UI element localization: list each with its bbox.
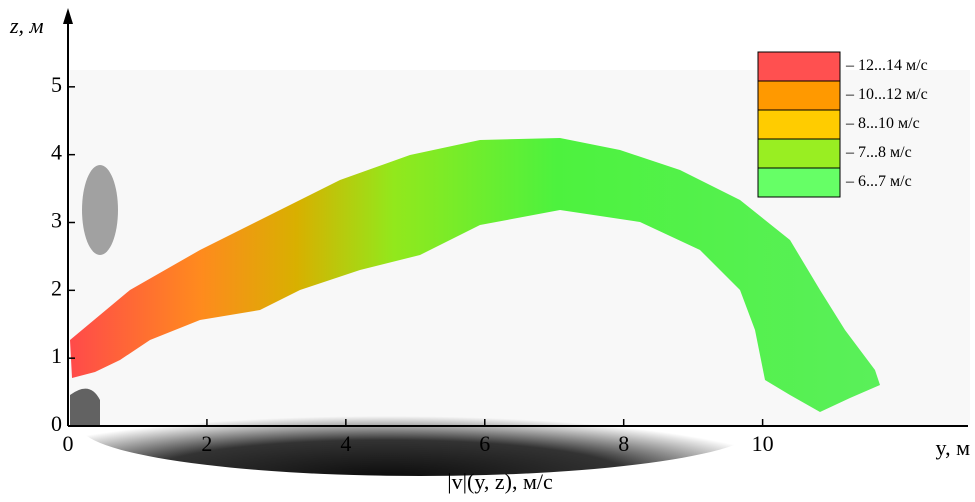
legend-label: – 8...10 м/с — [845, 115, 920, 132]
y-axis-label: z, м — [9, 13, 44, 38]
legend-swatch — [757, 51, 841, 82]
y-tick-label: 4 — [51, 140, 62, 165]
legend-swatch — [757, 167, 841, 198]
legend-label: – 10...12 м/с — [845, 86, 928, 103]
y-tick-label: 5 — [51, 72, 62, 97]
x-tick-label: 6 — [479, 431, 490, 456]
x-axis-label: y, м — [936, 435, 971, 460]
y-tick-label: 0 — [51, 411, 62, 436]
x-tick-label: 4 — [340, 431, 351, 456]
x-tick-label: 10 — [752, 431, 774, 456]
caption: |v|(y, z), м/с — [447, 469, 553, 494]
y-arrow — [63, 8, 73, 24]
x-tick-label: 8 — [618, 431, 629, 456]
legend-label: – 12...14 м/с — [845, 57, 928, 74]
x-tick-label: 0 — [63, 431, 74, 456]
y-tick-label: 1 — [51, 343, 62, 368]
x-tick-label: 2 — [201, 431, 212, 456]
y-tick-label: 3 — [51, 208, 62, 233]
legend-label: – 7...8 м/с — [845, 144, 912, 161]
y-tick-label: 2 — [51, 275, 62, 300]
legend-swatch — [757, 80, 841, 111]
legend-swatch — [757, 109, 841, 140]
legend-label: – 6...7 м/с — [845, 173, 912, 190]
legend-swatch — [757, 138, 841, 169]
jet-plume — [70, 138, 880, 412]
